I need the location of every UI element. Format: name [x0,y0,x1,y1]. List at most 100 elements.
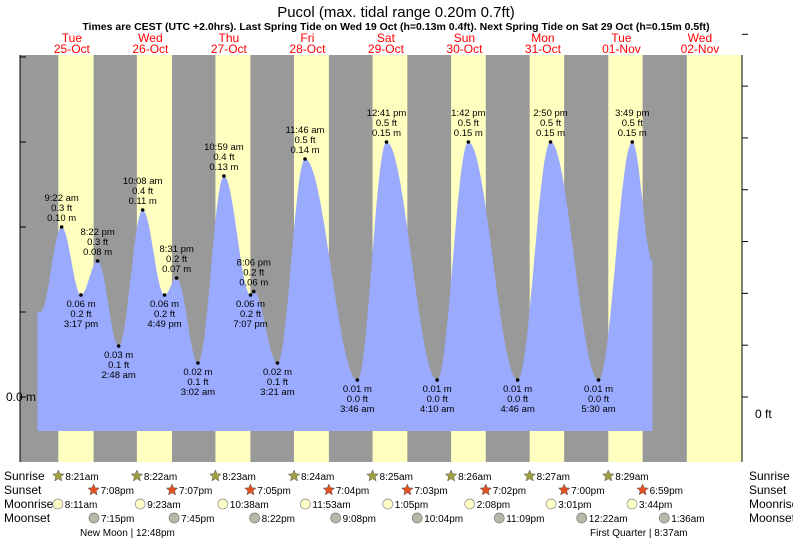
sunset-label-left: Sunset [4,483,42,497]
extremum-time: 2:48 am [101,370,135,381]
extremum-ft: 0.0 ft [588,394,609,405]
moonset-icon [493,512,505,524]
extremum-time: 3:21 am [260,387,294,398]
sunrise-time: 8:29am [615,472,648,483]
day-date: 26-Oct [132,42,169,56]
extremum-time: 9:22 am [44,193,78,204]
day-name: Sat [377,31,396,45]
day-name: Wed [138,31,162,45]
extremum-time: 8:06 pm [237,258,271,269]
moonset-icon [411,512,423,524]
day-name: Mon [531,31,554,45]
extremum-m: 0.15 m [536,128,565,139]
sunset-time: 7:00pm [571,486,604,497]
extremum-ft: 0.1 ft [187,377,208,388]
sunrise-label-left: Sunrise [4,469,45,483]
moonrise-icon [545,498,557,510]
sunrise-time: 8:25am [380,472,413,483]
sunrise-time: 8:21am [65,472,98,483]
chart-subtitle: Times are CEST (UTC +2.0hrs). Last Sprin… [82,21,709,33]
extremum-dot [303,157,307,161]
moonrise-icon [464,498,476,510]
chart-title: Pucol (max. tidal range 0.20m 0.7ft) [277,4,515,21]
moonrise-icon [134,498,146,510]
sunset-icon [636,483,649,496]
extremum-time: 4:10 am [420,404,454,415]
extremum-m: 0.15 m [454,128,483,139]
extremum-dot [435,378,439,382]
sunset-label-right: Sunset [749,483,787,497]
moonset-label-left: Moonset [4,511,51,525]
extremum-ft: 0.4 ft [213,152,234,163]
extremum-ft: 0.0 ft [507,394,528,405]
sunset-icon [557,483,571,496]
sunset-icon [400,483,414,496]
moonrise-icon [300,498,311,510]
sunrise-icon [287,469,301,482]
extremum-m: 0.15 m [372,128,401,139]
extremum-ft: 0.5 ft [540,118,561,129]
extremum-m: 0.06 m [236,299,265,310]
day-labels: Tue25-OctWed26-OctThu27-OctFri28-OctSat2… [54,31,719,56]
extremum-ft: 0.3 ft [51,203,72,214]
extremum-time: 2:50 pm [533,108,567,119]
sunrise-time: 8:26am [458,472,491,483]
extremum-time: 3:49 pm [615,108,649,119]
extremum-ft: 0.3 ft [87,237,108,248]
extremum-dot [162,293,167,297]
moonrise-time: 1:05pm [395,500,428,511]
extremum-dot [630,140,635,144]
extremum-ft: 0.1 ft [267,377,288,388]
extremum-time: 8:22 pm [80,227,114,238]
sunrise-time: 8:24am [301,472,334,483]
moonrise-icon [626,498,638,510]
extremum-dot [140,208,145,212]
extremum-ft: 0.2 ft [154,309,175,320]
extremum-m: 0.13 m [209,162,238,173]
sunrise-icon [444,469,458,482]
extremum-time: 7:07 pm [233,319,267,330]
extremum-dot [251,289,256,294]
sunrise-icon [601,469,615,482]
extremum-time: 4:49 pm [147,319,181,330]
sunset-time: 7:03pm [414,486,447,497]
extremum-dot [248,293,253,297]
extremum-ft: 0.0 ft [427,394,448,405]
moonrise-time: 11:53am [312,500,350,511]
extremum-ft: 0.0 ft [347,394,368,405]
extremum-m: 0.08 m [83,247,112,258]
day-name: Fri [300,31,314,45]
sunrise-label-right: Sunrise [749,469,790,483]
moonset-time: 10:04pm [424,514,463,525]
sunrise-time: 8:23am [222,472,255,483]
extremum-dot [515,378,520,382]
moonrise-icon [52,498,64,510]
moonrise-label-left: Moonrise [4,497,54,511]
extremum-dot [222,174,226,178]
extremum-dot [79,293,83,297]
moonrise-time: 2:08pm [477,500,510,511]
extrema-labels: 9:22 am0.3 ft0.10 m0.06 m0.2 ft3:17 pm8:… [44,108,649,415]
extremum-dot [355,378,360,382]
sunrise-time: 8:22am [144,472,177,483]
extremum-dot [95,259,100,263]
sunset-time: 7:05pm [257,486,290,497]
extremum-m: 0.10 m [47,213,76,224]
sunrise-icon [366,469,379,482]
extremum-time: 10:08 am [123,176,163,187]
extremum-time: 3:17 pm [64,319,98,330]
extremum-ft: 0.5 ft [622,118,643,129]
tide-area [37,142,653,431]
extremum-ft: 0.2 ft [243,268,264,279]
extremum-dot [596,378,601,382]
sunrise-icon [523,469,537,482]
day-date: 29-Oct [368,42,405,56]
moonrise-label-right: Moonrise [749,497,793,511]
extremum-time: 3:46 am [340,404,374,415]
day-date: 02-Nov [681,42,720,56]
extremum-dot [466,140,471,144]
extremum-dot [174,276,179,280]
day-date: 25-Oct [54,42,91,56]
